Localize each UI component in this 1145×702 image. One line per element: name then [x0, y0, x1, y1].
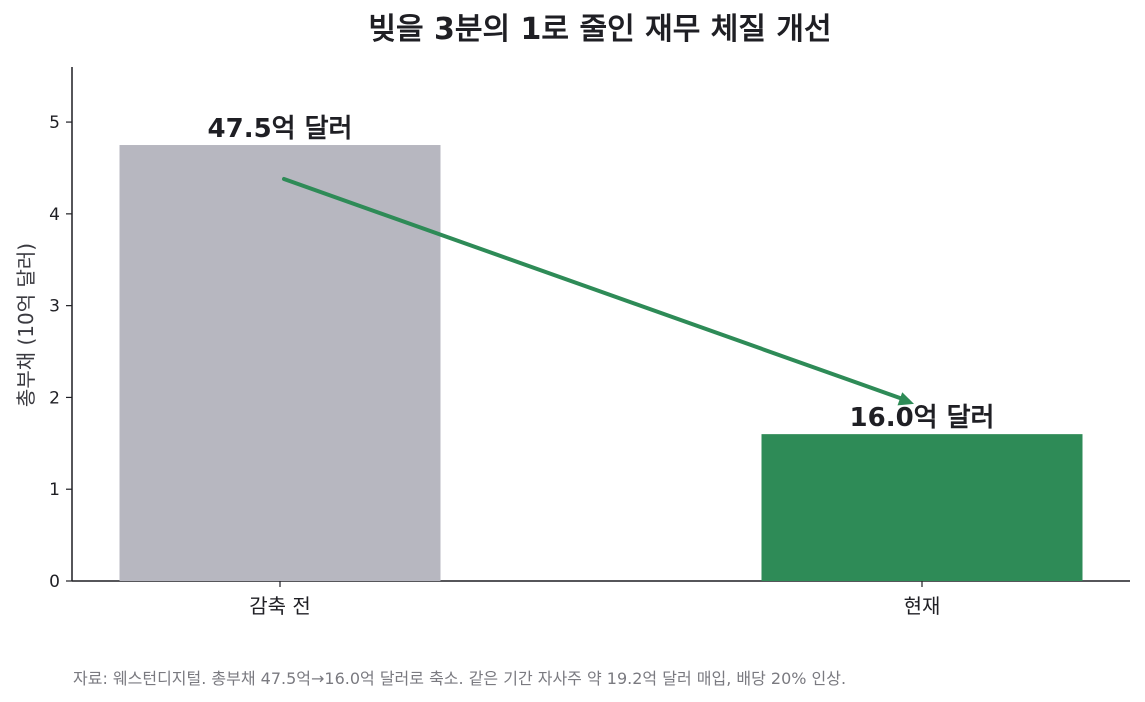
y-tick-label: 1: [49, 480, 60, 500]
x-tick-label: 감축 전: [249, 594, 311, 618]
bar-value-label: 47.5억 달러: [208, 114, 353, 144]
bar-1: [761, 434, 1083, 581]
reduction-arrow-head: [897, 392, 914, 406]
y-tick-label: 0: [49, 572, 60, 592]
bar-0: [119, 145, 441, 581]
y-axis-label: 총부채 (10억 달러): [14, 243, 38, 407]
bar-value-label: 16.0억 달러: [850, 403, 995, 433]
x-tick-label: 현재: [904, 594, 941, 618]
y-tick-label: 4: [49, 205, 60, 225]
reduction-arrow-line: [282, 176, 910, 403]
y-tick-label: 2: [49, 388, 60, 408]
source-footnote: 자료: 웨스턴디지털. 총부채 47.5억→16.0억 달러로 축소. 같은 기…: [73, 669, 847, 688]
y-tick-label: 5: [49, 113, 60, 133]
chart-title: 빚을 3분의 1로 줄인 재무 체질 개선: [368, 12, 831, 47]
y-tick-label: 3: [49, 297, 60, 317]
